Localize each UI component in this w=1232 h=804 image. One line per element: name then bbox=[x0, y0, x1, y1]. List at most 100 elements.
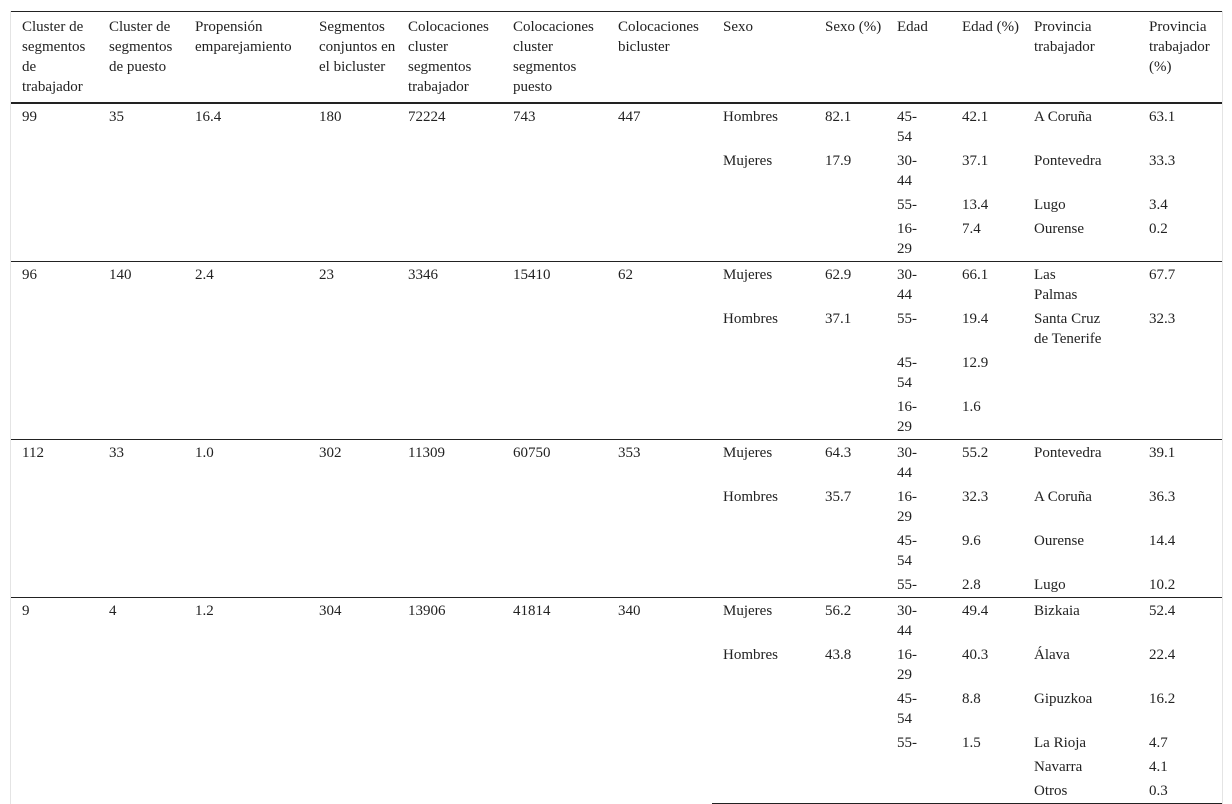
header-cell: Edad (%) bbox=[951, 11, 1023, 104]
edad: 16-29 bbox=[897, 647, 917, 683]
header-cell: Provincia trabajador bbox=[1023, 11, 1138, 104]
cell: 9 bbox=[11, 597, 98, 804]
sexo-cell bbox=[712, 731, 814, 755]
provincia-pct-cell: 4.1 bbox=[1138, 755, 1222, 779]
provincia-cell: Bizkaia bbox=[1023, 597, 1138, 643]
cell: 180 bbox=[308, 102, 397, 262]
cell: 16.4 bbox=[184, 102, 308, 262]
cell: 41814 bbox=[502, 597, 607, 804]
provincia-pct-cell: 16.2 bbox=[1138, 687, 1222, 731]
provincia-cell: Pontevedra bbox=[1023, 439, 1138, 485]
provincia: Lugo bbox=[1034, 197, 1066, 213]
edad-pct-cell: 1.6 bbox=[951, 395, 1023, 440]
data-table: Cluster de segmentos de trabajador Cluste… bbox=[11, 11, 1222, 804]
cell: 60750 bbox=[502, 439, 607, 598]
table-row: 16-29 1.6 bbox=[11, 395, 1222, 440]
sexo-cell bbox=[712, 193, 814, 217]
sexo-cell bbox=[712, 687, 814, 731]
edad-pct-cell bbox=[951, 779, 1023, 804]
sexo-pct-cell: 37.1 bbox=[814, 307, 886, 351]
edad-pct-cell: 13.4 bbox=[951, 193, 1023, 217]
provincia-pct: 33.3 bbox=[1149, 153, 1176, 169]
edad-pct: 2.8 bbox=[962, 577, 981, 593]
provincia: A Coruña bbox=[1034, 489, 1092, 505]
table-row: 16-29 7.4 Ourense 0.2 bbox=[11, 217, 1222, 262]
sexo-cell bbox=[712, 573, 814, 598]
provincia-pct: 39.1 bbox=[1149, 445, 1176, 461]
cell: 2.4 bbox=[184, 261, 308, 440]
edad: 45-54 bbox=[897, 109, 917, 145]
table-row: 9 4 1.2 304 13906 41814 340 Mujeres 56.2 30-44 49.… bbox=[11, 597, 1222, 804]
sexo-cell: Mujeres bbox=[712, 149, 814, 193]
edad-pct-cell: 55.2 bbox=[951, 439, 1023, 485]
edad-pct-cell: 49.4 bbox=[951, 597, 1023, 643]
edad: 30-44 bbox=[897, 445, 917, 481]
sexo-pct: 43.8 bbox=[825, 647, 852, 663]
table-row: Hombres 37.1 55- 19.4 Santa Cruz de Tenerife… bbox=[11, 307, 1222, 351]
sexo-pct: 64.3 bbox=[825, 445, 852, 461]
provincia-pct: 63.1 bbox=[1149, 109, 1176, 125]
provincia-cell: Pontevedra bbox=[1023, 149, 1138, 193]
cell: 72224 bbox=[397, 102, 502, 262]
edad-pct: 13.4 bbox=[962, 197, 989, 213]
edad-pct-cell: 40.3 bbox=[951, 643, 1023, 687]
sexo-pct-cell bbox=[814, 351, 886, 395]
provincia-cell: Ourense bbox=[1023, 529, 1138, 573]
sexo-pct-cell bbox=[814, 395, 886, 440]
table-body: 99 35 16.4 180 72224 743 447 Hombres 82.1 45-54 42… bbox=[11, 102, 1222, 804]
provincia: A Coruña bbox=[1034, 109, 1092, 125]
sexo-cell bbox=[712, 351, 814, 395]
sexo-pct-cell bbox=[814, 687, 886, 731]
provincia-pct: 0.3 bbox=[1149, 783, 1168, 799]
sexo: Mujeres bbox=[723, 267, 773, 283]
provincia-pct-cell: 63.1 bbox=[1138, 102, 1222, 149]
edad: 55- bbox=[897, 311, 917, 327]
provincia: Bizkaia bbox=[1034, 603, 1080, 619]
cell: 112 bbox=[11, 439, 98, 598]
provincia-pct: 67.7 bbox=[1149, 267, 1176, 283]
cell: 4 bbox=[98, 597, 184, 804]
sexo-pct-cell: 17.9 bbox=[814, 149, 886, 193]
edad-pct: 7.4 bbox=[962, 221, 981, 237]
provincia-cell: Gipuzkoa bbox=[1023, 687, 1138, 731]
edad-pct: 12.9 bbox=[962, 355, 989, 371]
sexo: Hombres bbox=[723, 489, 778, 505]
cell: 13906 bbox=[397, 597, 502, 804]
table-row: 45-54 12.9 bbox=[11, 351, 1222, 395]
provincia-pct-cell: 36.3 bbox=[1138, 485, 1222, 529]
provincia: Pontevedra bbox=[1034, 445, 1102, 461]
provincia-pct-cell: 67.7 bbox=[1138, 261, 1222, 307]
edad-pct-cell: 7.4 bbox=[951, 217, 1023, 262]
header-cell: Propensión emparejamiento bbox=[184, 11, 308, 104]
edad: 45-54 bbox=[897, 691, 917, 727]
edad: 55- bbox=[897, 197, 917, 213]
provincia-cell: Otros bbox=[1023, 779, 1138, 804]
sexo-pct-cell: 43.8 bbox=[814, 643, 886, 687]
provincia-cell bbox=[1023, 351, 1138, 395]
edad-cell: 30-44 bbox=[886, 597, 951, 643]
edad-cell: 45-54 bbox=[886, 102, 951, 149]
edad-pct-cell: 32.3 bbox=[951, 485, 1023, 529]
sexo-cell: Hombres bbox=[712, 307, 814, 351]
edad: 55- bbox=[897, 577, 917, 593]
edad-pct-cell: 12.9 bbox=[951, 351, 1023, 395]
cell: 743 bbox=[502, 102, 607, 262]
provincia: Santa Cruz de Tenerife bbox=[1034, 311, 1102, 347]
sexo-pct-cell: 64.3 bbox=[814, 439, 886, 485]
provincia: Las Palmas bbox=[1034, 267, 1078, 303]
sexo: Hombres bbox=[723, 311, 778, 327]
header-cell: Provincia trabajador (%) bbox=[1138, 11, 1222, 104]
table-row: Hombres 43.8 16-29 40.3 Álava 22.4 bbox=[11, 643, 1222, 687]
provincia-pct: 3.4 bbox=[1149, 197, 1168, 213]
provincia-pct: 0.2 bbox=[1149, 221, 1168, 237]
header-cell: Edad bbox=[886, 11, 951, 104]
edad: 30-44 bbox=[897, 267, 917, 303]
sexo-cell: Mujeres bbox=[712, 261, 814, 307]
sexo-pct-cell bbox=[814, 193, 886, 217]
header-cell: Colocaciones cluster segmentos puesto bbox=[502, 11, 607, 104]
provincia-pct: 32.3 bbox=[1149, 311, 1176, 327]
provincia: Ourense bbox=[1034, 221, 1084, 237]
edad-cell: 45-54 bbox=[886, 687, 951, 731]
sexo: Hombres bbox=[723, 109, 778, 125]
table-row: Hombres 35.7 16-29 32.3 A Coruña 36.3 bbox=[11, 485, 1222, 529]
